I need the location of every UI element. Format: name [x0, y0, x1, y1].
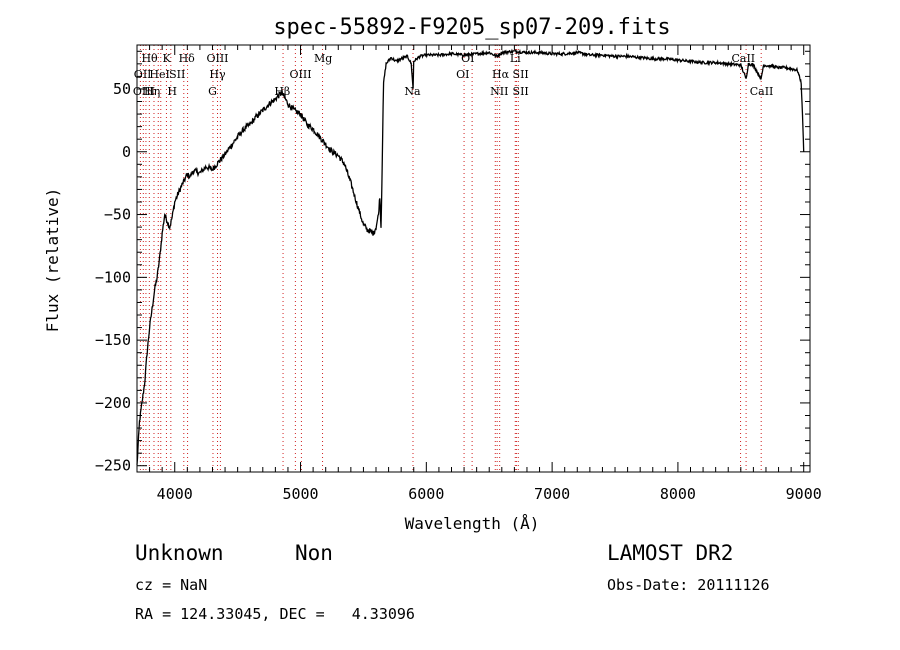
line-label: Li — [510, 52, 521, 65]
x-tick-label: 6000 — [408, 485, 444, 503]
y-tick-label: 50 — [113, 80, 131, 98]
y-axis-label: Flux (relative) — [43, 188, 62, 333]
coordinates-label: RA = 124.33045, DEC = 4.33096 — [135, 605, 415, 623]
line-label: CaII — [731, 52, 755, 65]
spectrum-line — [136, 48, 805, 465]
line-label: Na — [404, 85, 421, 98]
line-label: SII — [513, 85, 529, 98]
line-label: K — [162, 52, 171, 65]
y-axis: −250 −200 −150 −100 −50 0 50 — [95, 50, 810, 475]
y-tick-label: −150 — [95, 331, 131, 349]
x-tick-label: 5000 — [282, 485, 318, 503]
line-label: H — [167, 85, 177, 98]
line-label: OI — [456, 68, 469, 81]
line-label: NII — [490, 85, 508, 98]
object-class-label: Unknown — [135, 541, 224, 565]
line-label: OIII — [206, 52, 228, 65]
line-label: Mg — [314, 52, 332, 65]
line-label: HeI — [149, 68, 169, 81]
line-label: OIII — [290, 68, 312, 81]
y-tick-label: −200 — [95, 394, 131, 412]
line-label: OIII — [133, 85, 155, 98]
line-label: OII — [134, 68, 152, 81]
y-tick-label: 0 — [122, 143, 131, 161]
x-axis: 4000 5000 6000 7000 8000 9000 — [149, 45, 822, 503]
x-tick-label: 9000 — [786, 485, 822, 503]
line-label: SII — [169, 68, 185, 81]
x-tick-label: 8000 — [660, 485, 696, 503]
x-axis-label: Wavelength (Å) — [405, 514, 540, 533]
x-tick-label: 4000 — [157, 485, 193, 503]
line-label: CaII — [750, 85, 774, 98]
y-tick-label: −100 — [95, 268, 131, 286]
y-tick-label: −250 — [95, 457, 131, 475]
x-tick-label: 7000 — [534, 485, 570, 503]
survey-label: LAMOST DR2 — [607, 541, 734, 565]
chart-title: spec-55892-F9205_sp07-209.fits — [273, 15, 670, 40]
line-label: Hη — [144, 85, 160, 98]
line-label: Hδ — [179, 52, 196, 65]
redshift-label: cz = NaN — [135, 576, 208, 594]
spectral-line-markers — [139, 45, 762, 472]
plot-frame — [136, 44, 811, 473]
obs-date-label: Obs-Date: 20111126 — [607, 576, 770, 594]
line-label: Hθ — [141, 52, 158, 65]
y-tick-label: −50 — [104, 206, 131, 224]
object-subclass-label: Non — [295, 541, 333, 565]
line-label: G — [208, 85, 217, 98]
line-label: Hγ — [209, 68, 226, 81]
line-label: Hα — [492, 68, 510, 81]
line-label: SII — [513, 68, 529, 81]
